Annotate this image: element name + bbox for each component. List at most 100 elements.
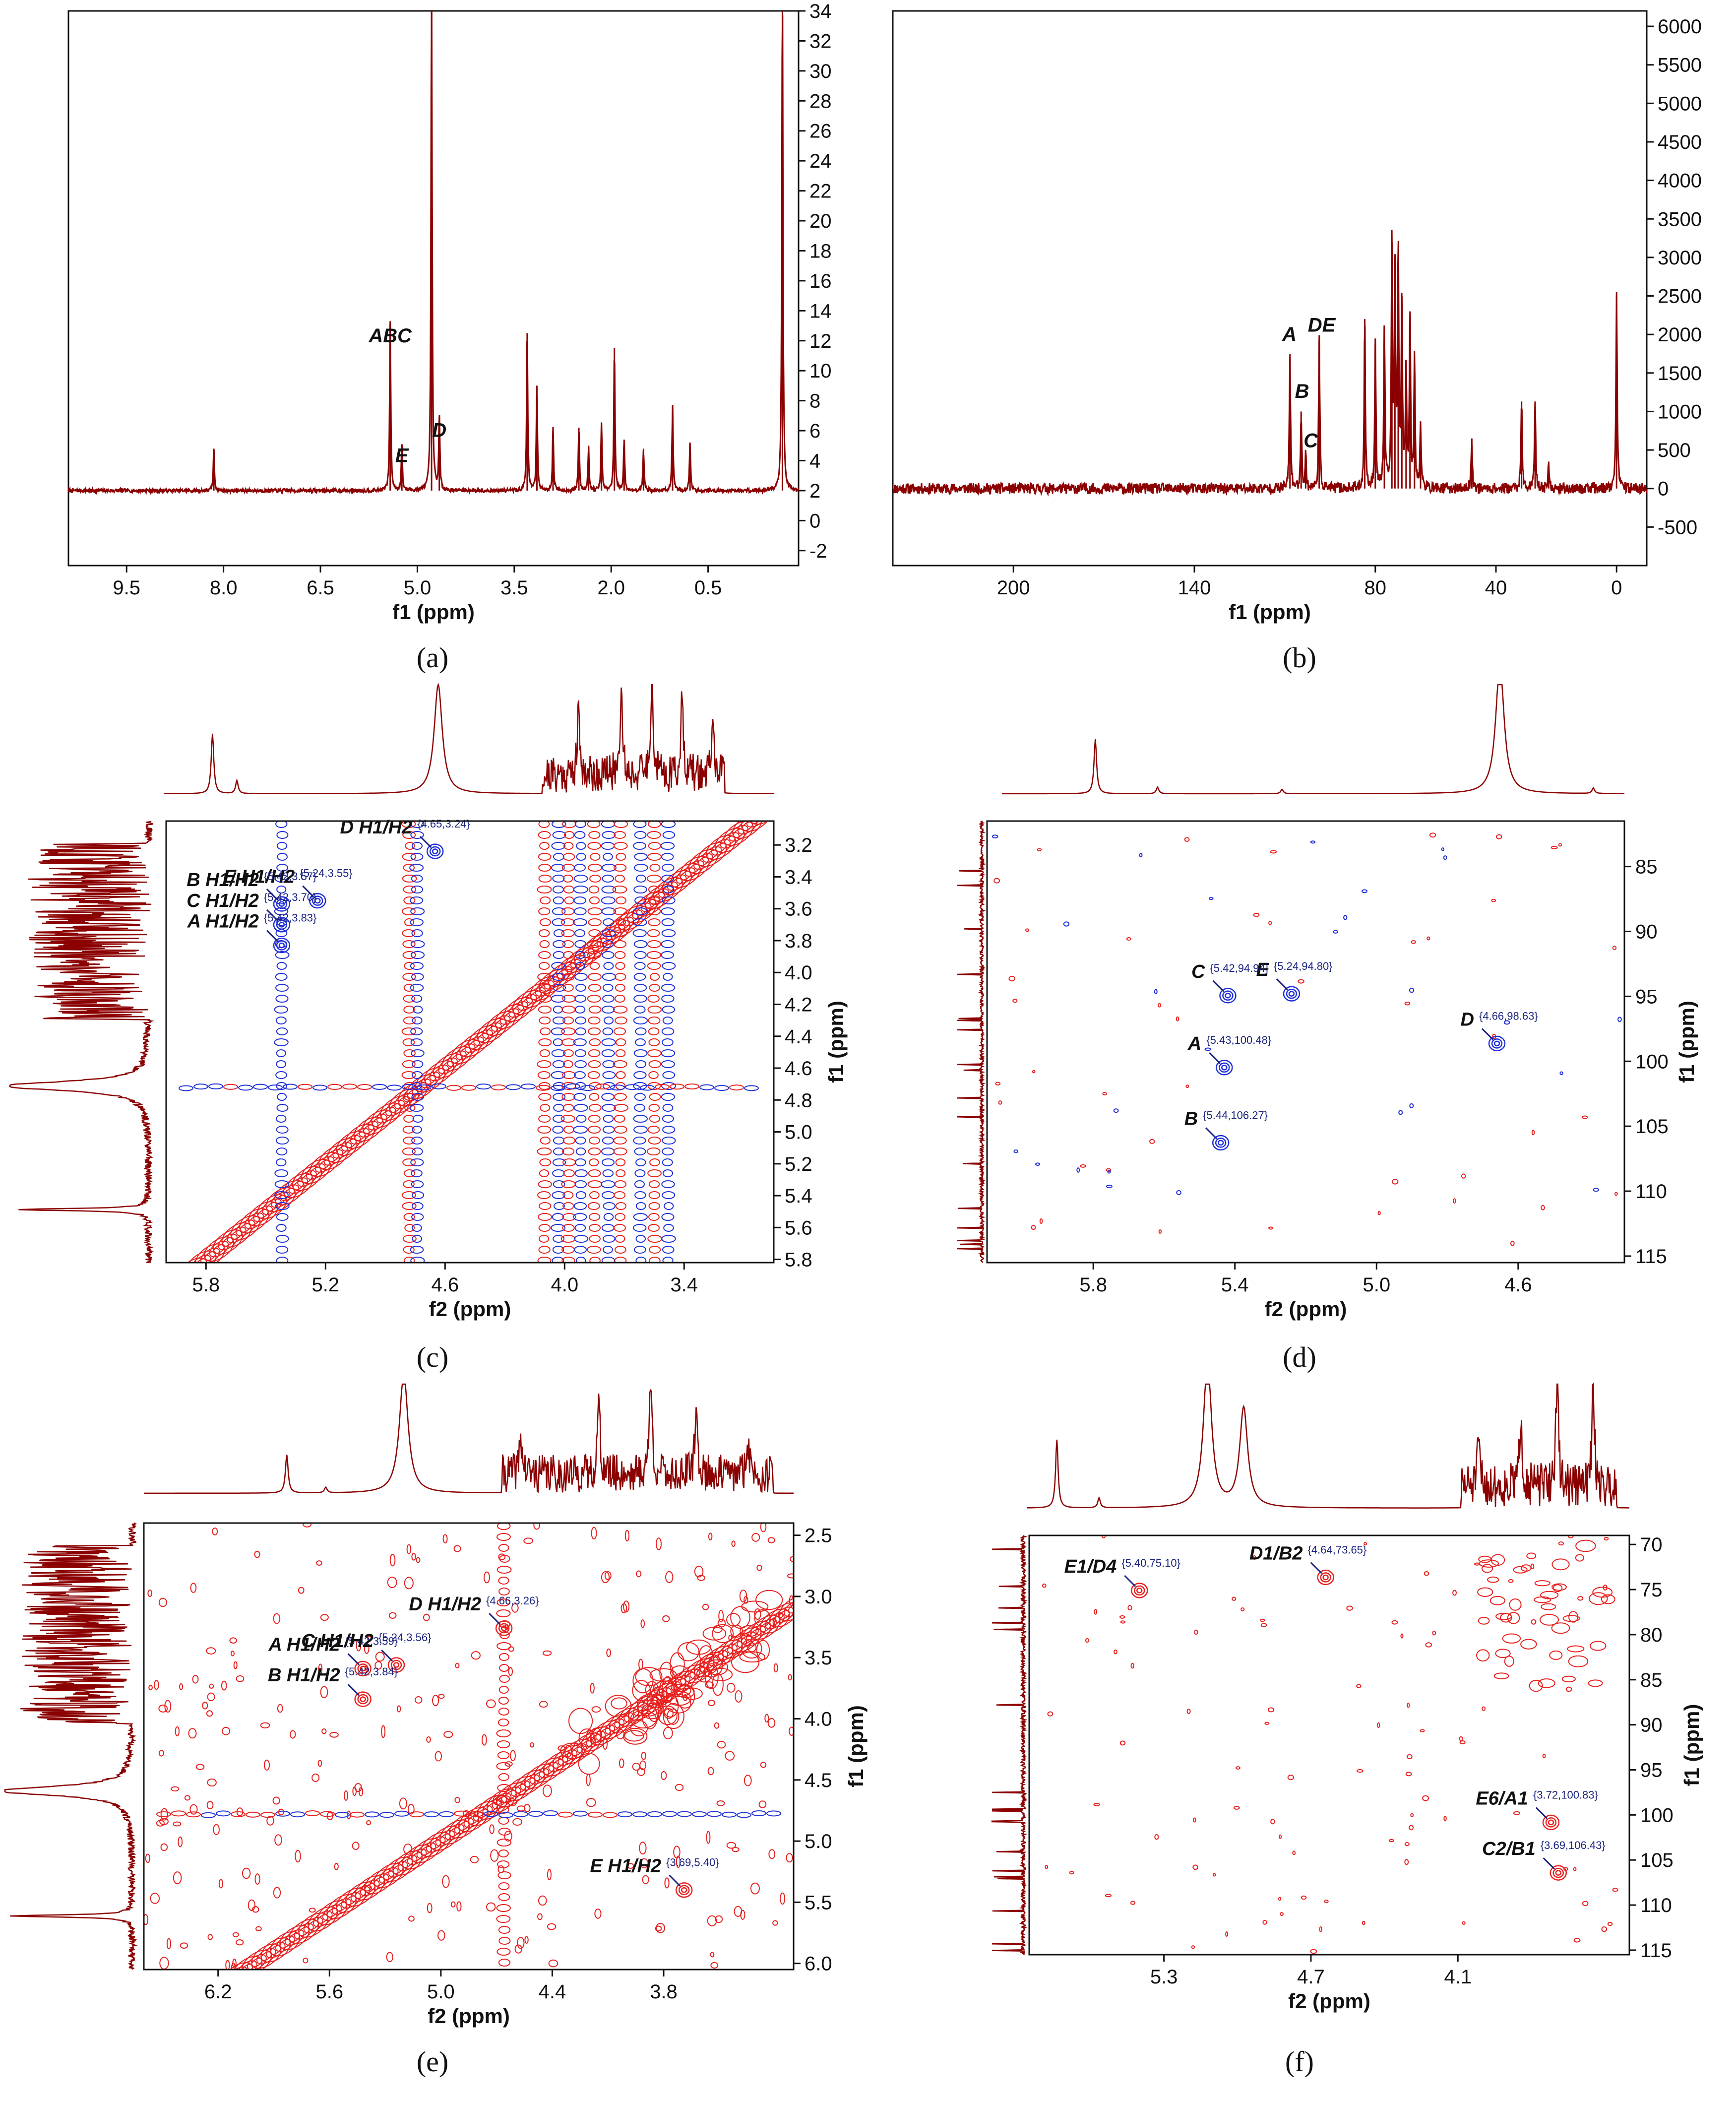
peak-pointer — [1543, 1857, 1555, 1870]
plot-frame — [892, 10, 1648, 567]
x-tick-label: 140 — [1178, 577, 1211, 599]
y-tick-label: 5.2 — [785, 1153, 812, 1175]
y-tick-label: 34 — [809, 0, 832, 22]
x-tick-label: 5.8 — [1079, 1274, 1107, 1296]
y-tick-label: 100 — [1640, 1804, 1674, 1826]
peak-annotation: ABC — [368, 325, 412, 347]
x-tick-label: 5.2 — [312, 1274, 340, 1296]
cross-peak — [420, 835, 444, 859]
y-tick-label: 4000 — [1658, 170, 1702, 192]
y-tick-label: 30 — [809, 61, 832, 82]
peak-pointer — [266, 889, 279, 901]
cross-peak — [266, 909, 291, 933]
vertical-streak — [573, 821, 589, 1263]
x-axis-label: f1 (ppm) — [392, 600, 475, 624]
y-tick-label: 4.5 — [805, 1770, 832, 1791]
y-tick-label: 22 — [809, 181, 832, 202]
left-projection-trace — [9, 821, 154, 1264]
y-tick-label: 26 — [809, 121, 832, 142]
cross-peak — [669, 1874, 693, 1898]
cross-peak-label: B H1/H2 — [186, 870, 259, 891]
cross-peak — [1276, 978, 1301, 1002]
y-tick-label: 3.2 — [785, 834, 812, 856]
x-tick-label: 8.0 — [210, 577, 238, 599]
y-tick-label: 85 — [1640, 1669, 1663, 1691]
cross-peak-value: {5.42,3.70} — [264, 891, 316, 903]
x-axis-label: f2 (ppm) — [1288, 1989, 1370, 2013]
y-tick-label: 2000 — [1658, 324, 1702, 346]
y-tick-label: 2 — [809, 480, 820, 502]
x-tick-label: 5.0 — [427, 1981, 455, 2003]
diagonal-contours — [177, 821, 774, 1263]
y-tick-label: 18 — [809, 240, 832, 262]
x-tick-label: 6.5 — [307, 577, 334, 599]
chart-d: E {5.24,94.80} C {5.42,94.94} D {4.66,98.63} A… — [986, 820, 1698, 1321]
x-tick-label: 6.2 — [204, 1981, 232, 2003]
cross-peak-label: C — [1191, 961, 1205, 982]
vertical-streak — [551, 821, 566, 1263]
x-tick-label: 80 — [1364, 577, 1387, 599]
x-axis-label: f2 (ppm) — [428, 2004, 510, 2028]
cross-peak-value: {5.42,3.59} — [345, 1635, 398, 1647]
y-tick-label: 105 — [1640, 1849, 1674, 1871]
horizontal-streak — [179, 1083, 759, 1091]
spectrum-trace — [67, 10, 800, 496]
cross-peak-value: {5.42,3.83} — [264, 912, 316, 924]
y-tick-label: 32 — [809, 30, 832, 52]
panel-label-a: (a) — [417, 641, 448, 674]
y-tick-label: 1500 — [1658, 363, 1702, 384]
chart-b: 200 140 80 40 0 -500 0 500 1000 1500 2000 2500 3000 3… — [892, 10, 1702, 624]
chart-e: D H1/H2 {4.66,3.26} A H1/H2 {5.42,3.59}C H1… — [143, 1522, 868, 2028]
peak-pointer — [380, 1649, 393, 1662]
y-tick-label: 4.8 — [785, 1089, 812, 1111]
cross-peak-value: {5.42,94.94} — [1210, 962, 1269, 974]
cross-peak-label: A H1/H2 — [187, 911, 259, 932]
cross-peak-label: D H1/H2 — [340, 817, 412, 838]
x-tick-label: 5.0 — [404, 577, 432, 599]
panel-label-d: (d) — [1283, 1341, 1316, 1373]
y-tick-label: 3500 — [1658, 208, 1702, 230]
y-axis-label: f1 (ppm) — [1680, 1704, 1703, 1786]
x-tick-label: 3.4 — [670, 1274, 698, 1296]
y-tick-label: 14 — [809, 300, 832, 322]
left-projection-trace — [957, 820, 986, 1263]
cross-peak-value: {3.69,106.43} — [1541, 1839, 1606, 1851]
cross-peak-label: E1/D4 — [1064, 1556, 1117, 1577]
plot-frame — [986, 820, 1625, 1264]
peak-pointer — [1209, 1052, 1221, 1064]
y-tick-label: 115 — [1640, 1940, 1672, 1962]
y-axis-label: f1 (ppm) — [824, 1001, 848, 1083]
x-axis-label: f1 (ppm) — [1229, 600, 1311, 624]
chart-f: E1/D4 {5.40,75.10} D1/B2 {4.64,73.65} E6/A1 {… — [1028, 1534, 1703, 2013]
cross-peak-label: E — [1256, 959, 1270, 980]
y-tick-label: 2.5 — [805, 1525, 832, 1547]
cross-peak-value: {3.72,100.83} — [1533, 1788, 1598, 1801]
y-tick-label: 3.6 — [785, 898, 812, 920]
vertical-streak — [660, 821, 676, 1263]
top-projection-trace — [144, 1383, 794, 1494]
y-tick-label: 6000 — [1658, 16, 1702, 38]
x-tick-label: 4.6 — [431, 1274, 459, 1296]
cross-peak-value: {4.64,73.65} — [1308, 1544, 1367, 1556]
cross-peak-value: {5.24,3.55} — [300, 867, 352, 880]
cross-peak — [1212, 980, 1237, 1004]
cross-peak-label: C H1/H2 — [186, 891, 259, 911]
y-tick-label: 3000 — [1658, 247, 1702, 269]
x-tick-label: 0 — [1611, 577, 1622, 599]
y-tick-label: 5.6 — [785, 1217, 812, 1239]
y-tick-label: 4.0 — [805, 1709, 832, 1730]
cross-peak — [1481, 1028, 1506, 1052]
cross-peak-value: {3.69,5.40} — [666, 1856, 719, 1869]
x-tick-label: 5.6 — [315, 1981, 343, 2003]
horizontal-streak — [156, 1810, 781, 1818]
left-projection-trace — [991, 1535, 1028, 1955]
vertical-streak — [632, 821, 648, 1263]
plot-frame — [67, 10, 800, 567]
cross-peak-value: {4.66,3.26} — [486, 1594, 539, 1607]
cross-peak-label: B H1/H2 — [268, 1665, 340, 1686]
x-axis-label: f2 (ppm) — [429, 1297, 511, 1321]
y-tick-label: 4.0 — [785, 962, 812, 984]
x-tick-label: 5.3 — [1150, 1966, 1178, 1988]
peak-annotation: B — [1295, 381, 1309, 402]
y-tick-label: 4 — [809, 450, 820, 472]
